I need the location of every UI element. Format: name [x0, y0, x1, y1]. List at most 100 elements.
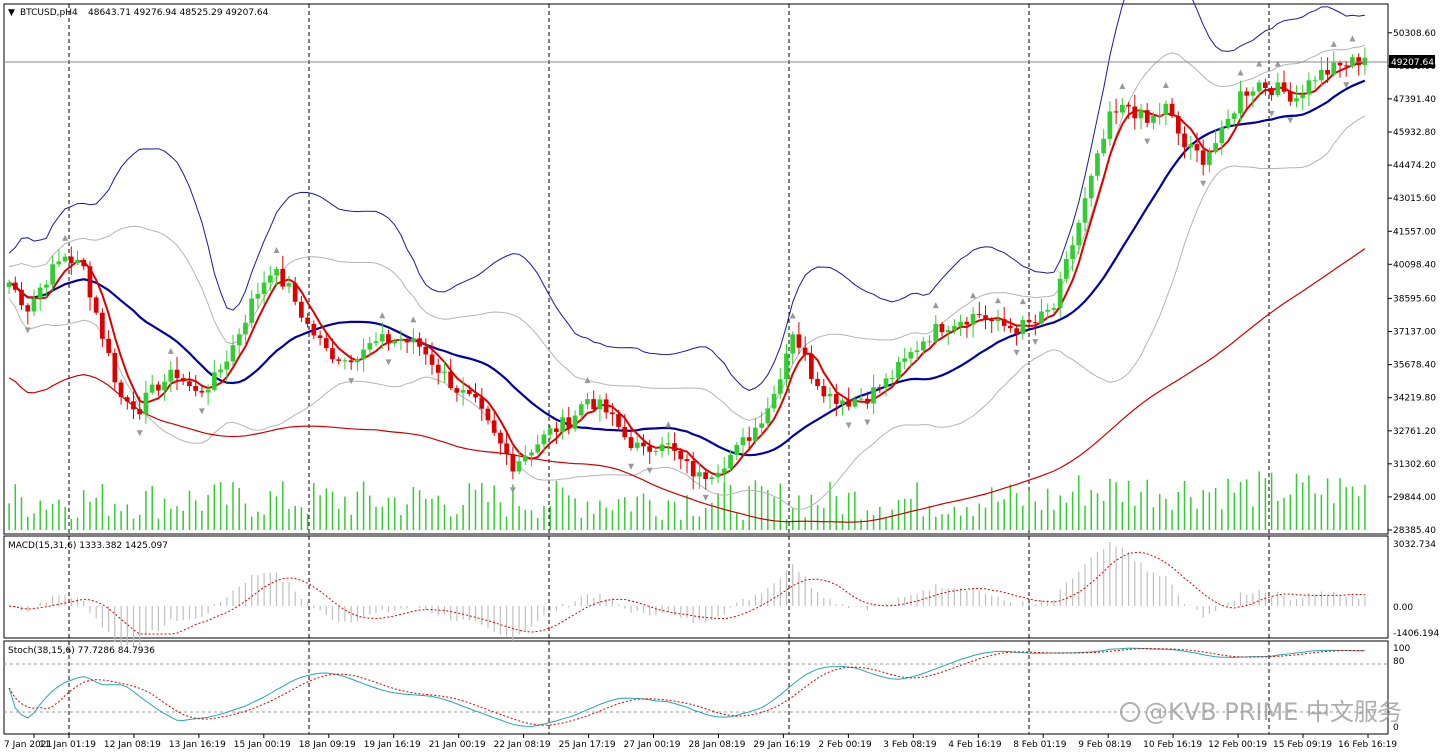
fractal-down-icon [1032, 339, 1039, 346]
fractal-down-icon [702, 494, 709, 501]
price-axis[interactable]: 50308.6048850.0047391.4045932.8044474.20… [1388, 29, 1436, 536]
candle-body [218, 369, 223, 373]
candle-body [802, 347, 808, 355]
candle-body [1244, 91, 1250, 96]
candle-body [1138, 110, 1144, 119]
stoch-tick-label: 100 [1393, 644, 1410, 654]
symbol-menu-arrow-icon[interactable]: ▼ [8, 8, 15, 18]
candle-body [865, 398, 870, 404]
candle-body [753, 427, 758, 441]
candle-body [871, 387, 876, 404]
candle-body [44, 284, 49, 288]
stoch-tick-label: 80 [1393, 657, 1405, 667]
candle-body [1337, 62, 1343, 66]
main-price-panel[interactable] [3, 3, 1389, 535]
candle-body [703, 472, 708, 479]
upper-band-line [8, 0, 1365, 391]
candle-body [610, 412, 615, 415]
candle-body [1045, 309, 1050, 312]
candle-body [1157, 114, 1162, 116]
candle-body [330, 348, 335, 360]
candle-body [547, 428, 553, 435]
candle-body [1176, 116, 1181, 134]
candle-body [292, 283, 298, 302]
candle-body [1020, 320, 1026, 334]
stochastic-lines [4, 647, 1388, 727]
fractal-up-icon [379, 312, 386, 319]
candle-body [323, 338, 329, 349]
candle-body [522, 455, 528, 462]
time-tick-label: 7 Jan 2021 [4, 740, 52, 750]
candle-body [1169, 103, 1175, 117]
time-tick-label: 15 Feb 09:19 [1273, 740, 1332, 750]
fractal-down-icon [136, 430, 143, 437]
candle-body [1126, 104, 1131, 107]
candle-body [603, 399, 609, 413]
price-tick-label: 43015.60 [1393, 194, 1436, 204]
candle-body [690, 461, 696, 477]
candle-body [180, 378, 186, 382]
price-badge: 49207.64 [1391, 58, 1434, 68]
price-tick-label: 40098.40 [1393, 260, 1436, 270]
candle-body [1120, 104, 1125, 113]
stochastic-axis: 100 80 0 [1393, 644, 1410, 733]
time-tick-label: 11 Jan 01:19 [39, 740, 96, 750]
fractal-down-icon [509, 487, 516, 494]
candle-body [1001, 319, 1007, 326]
fractal-up-icon [167, 347, 174, 354]
candle-body [1312, 80, 1318, 82]
fractal-up-icon [62, 234, 69, 241]
time-tick-label: 12 Feb 00:19 [1208, 740, 1267, 750]
candle-body [678, 450, 684, 460]
fractal-up-icon [1162, 81, 1169, 88]
candle-body [945, 330, 951, 333]
candle-body [355, 359, 360, 363]
candle-body [336, 359, 342, 361]
candle-body [199, 390, 205, 393]
candle-body [759, 423, 764, 428]
candle-body [504, 443, 509, 454]
macd-panel[interactable] [3, 535, 1389, 639]
fractal-up-icon [1274, 60, 1281, 67]
candle-body [1207, 152, 1212, 165]
candle-body [230, 345, 236, 362]
candle-body [93, 297, 99, 313]
candle-body [454, 388, 460, 393]
candle-body [1064, 258, 1069, 279]
time-tick-label: 18 Jan 09:19 [299, 740, 356, 750]
candle-body [373, 341, 379, 344]
candle-body [1306, 80, 1312, 95]
time-tick-label: 25 Jan 17:19 [559, 740, 616, 750]
candle-body [827, 393, 833, 397]
macd-tick-label: 0.00 [1393, 603, 1413, 613]
candle-body [572, 415, 578, 429]
candle-body [249, 298, 254, 323]
price-tick-label: 50308.60 [1393, 29, 1436, 39]
candle-body [983, 315, 988, 320]
time-tick-label: 2 Feb 00:19 [818, 740, 872, 750]
time-tick-label: 8 Feb 01:19 [1013, 740, 1067, 750]
candle-body [1163, 103, 1169, 115]
candle-body [846, 400, 851, 407]
candle-body [722, 468, 727, 473]
fractal-down-icon [845, 422, 852, 429]
candle-body [435, 364, 441, 373]
candle-body [1057, 278, 1063, 308]
candle-body [1026, 320, 1032, 323]
candle-body [641, 442, 646, 447]
price-tick-label: 38595.60 [1393, 294, 1436, 304]
candle-body [1014, 328, 1019, 334]
stochastic-panel[interactable] [3, 640, 1389, 735]
fractal-down-icon [1013, 349, 1020, 356]
candle-body [1144, 110, 1150, 123]
candle-body [1331, 62, 1337, 75]
fractal-down-icon [348, 378, 355, 385]
watermark-logo: @KVB PRIME 中文服务 [1120, 698, 1402, 726]
candle-body [19, 289, 24, 306]
fractal-up-icon [584, 377, 591, 384]
candle-body [106, 338, 111, 353]
candle-body [1343, 65, 1349, 67]
brand-icon [1120, 702, 1140, 722]
candle-body [728, 455, 733, 469]
